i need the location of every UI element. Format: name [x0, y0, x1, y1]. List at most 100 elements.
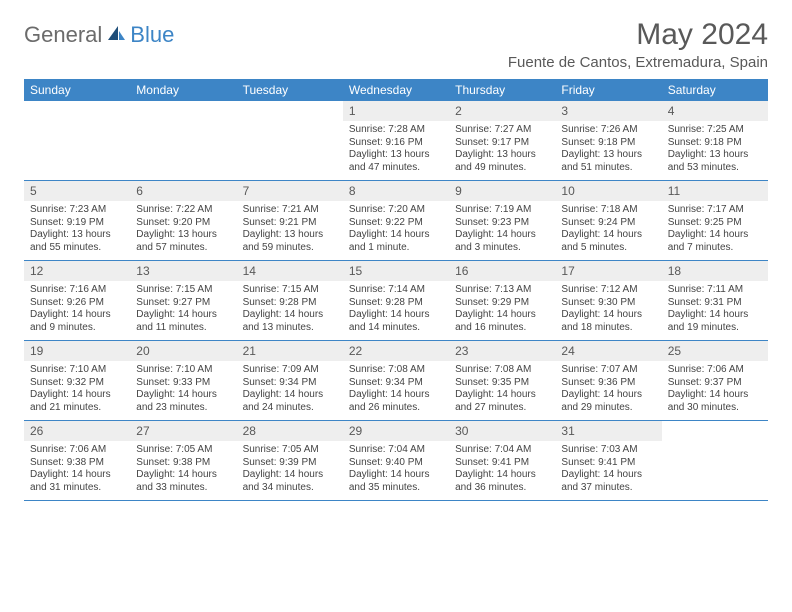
daylight-line1: Daylight: 14 hours: [668, 229, 762, 242]
calendar-row: 26Sunrise: 7:06 AMSunset: 9:38 PMDayligh…: [24, 421, 768, 501]
day-number: 16: [449, 261, 555, 281]
daylight-line2: and 27 minutes.: [455, 402, 549, 415]
day-text: Sunrise: 7:06 AMSunset: 9:37 PMDaylight:…: [662, 361, 768, 420]
calendar-cell: 28Sunrise: 7:05 AMSunset: 9:39 PMDayligh…: [237, 421, 343, 501]
day-number: 4: [662, 101, 768, 121]
day-number: 19: [24, 341, 130, 361]
sunrise-line: Sunrise: 7:22 AM: [136, 204, 230, 217]
calendar-cell: 4Sunrise: 7:25 AMSunset: 9:18 PMDaylight…: [662, 101, 768, 181]
daylight-line2: and 34 minutes.: [243, 482, 337, 495]
daylight-line2: and 33 minutes.: [136, 482, 230, 495]
day-number: 20: [130, 341, 236, 361]
sunrise-line: Sunrise: 7:03 AM: [561, 444, 655, 457]
calendar-cell: 21Sunrise: 7:09 AMSunset: 9:34 PMDayligh…: [237, 341, 343, 421]
sunset-line: Sunset: 9:38 PM: [136, 457, 230, 470]
sunset-line: Sunset: 9:34 PM: [349, 377, 443, 390]
daylight-line2: and 29 minutes.: [561, 402, 655, 415]
day-number: 30: [449, 421, 555, 441]
day-number: 10: [555, 181, 661, 201]
daylight-line1: Daylight: 14 hours: [349, 309, 443, 322]
day-text: Sunrise: 7:25 AMSunset: 9:18 PMDaylight:…: [662, 121, 768, 180]
day-number: 3: [555, 101, 661, 121]
calendar-cell: 30Sunrise: 7:04 AMSunset: 9:41 PMDayligh…: [449, 421, 555, 501]
sunset-line: Sunset: 9:41 PM: [561, 457, 655, 470]
daylight-line1: Daylight: 14 hours: [455, 229, 549, 242]
sunset-line: Sunset: 9:39 PM: [243, 457, 337, 470]
daylight-line1: Daylight: 14 hours: [136, 309, 230, 322]
calendar-row: 12Sunrise: 7:16 AMSunset: 9:26 PMDayligh…: [24, 261, 768, 341]
day-text: Sunrise: 7:09 AMSunset: 9:34 PMDaylight:…: [237, 361, 343, 420]
day-text: Sunrise: 7:15 AMSunset: 9:28 PMDaylight:…: [237, 281, 343, 340]
day-number: 8: [343, 181, 449, 201]
sunset-line: Sunset: 9:21 PM: [243, 217, 337, 230]
calendar-row: 19Sunrise: 7:10 AMSunset: 9:32 PMDayligh…: [24, 341, 768, 421]
day-text: Sunrise: 7:03 AMSunset: 9:41 PMDaylight:…: [555, 441, 661, 500]
calendar-cell: 7Sunrise: 7:21 AMSunset: 9:21 PMDaylight…: [237, 181, 343, 261]
calendar-cell: 1Sunrise: 7:28 AMSunset: 9:16 PMDaylight…: [343, 101, 449, 181]
calendar-cell: 19Sunrise: 7:10 AMSunset: 9:32 PMDayligh…: [24, 341, 130, 421]
sunset-line: Sunset: 9:34 PM: [243, 377, 337, 390]
day-number: 18: [662, 261, 768, 281]
daylight-line1: Daylight: 14 hours: [243, 309, 337, 322]
sunrise-line: Sunrise: 7:08 AM: [349, 364, 443, 377]
daylight-line1: Daylight: 13 hours: [136, 229, 230, 242]
sunset-line: Sunset: 9:31 PM: [668, 297, 762, 310]
sunrise-line: Sunrise: 7:18 AM: [561, 204, 655, 217]
sunset-line: Sunset: 9:22 PM: [349, 217, 443, 230]
calendar-cell: 23Sunrise: 7:08 AMSunset: 9:35 PMDayligh…: [449, 341, 555, 421]
sunrise-line: Sunrise: 7:06 AM: [668, 364, 762, 377]
day-number: 22: [343, 341, 449, 361]
day-number: 31: [555, 421, 661, 441]
daylight-line1: Daylight: 14 hours: [30, 309, 124, 322]
col-monday: Monday: [130, 79, 236, 101]
calendar-cell: 12Sunrise: 7:16 AMSunset: 9:26 PMDayligh…: [24, 261, 130, 341]
day-number: 11: [662, 181, 768, 201]
daylight-line1: Daylight: 14 hours: [561, 309, 655, 322]
calendar-cell: 13Sunrise: 7:15 AMSunset: 9:27 PMDayligh…: [130, 261, 236, 341]
sunset-line: Sunset: 9:36 PM: [561, 377, 655, 390]
sunrise-line: Sunrise: 7:26 AM: [561, 124, 655, 137]
daylight-line2: and 18 minutes.: [561, 322, 655, 335]
sunset-line: Sunset: 9:26 PM: [30, 297, 124, 310]
day-text: Sunrise: 7:07 AMSunset: 9:36 PMDaylight:…: [555, 361, 661, 420]
day-number: 7: [237, 181, 343, 201]
sunrise-line: Sunrise: 7:15 AM: [136, 284, 230, 297]
day-number: 23: [449, 341, 555, 361]
daylight-line2: and 1 minute.: [349, 242, 443, 255]
day-number: 12: [24, 261, 130, 281]
calendar-cell: 31Sunrise: 7:03 AMSunset: 9:41 PMDayligh…: [555, 421, 661, 501]
calendar-cell: 14Sunrise: 7:15 AMSunset: 9:28 PMDayligh…: [237, 261, 343, 341]
sunset-line: Sunset: 9:23 PM: [455, 217, 549, 230]
daylight-line2: and 57 minutes.: [136, 242, 230, 255]
day-text: Sunrise: 7:06 AMSunset: 9:38 PMDaylight:…: [24, 441, 130, 500]
calendar-cell: 16Sunrise: 7:13 AMSunset: 9:29 PMDayligh…: [449, 261, 555, 341]
day-text: Sunrise: 7:28 AMSunset: 9:16 PMDaylight:…: [343, 121, 449, 180]
daylight-line2: and 31 minutes.: [30, 482, 124, 495]
day-number: 9: [449, 181, 555, 201]
sunset-line: Sunset: 9:32 PM: [30, 377, 124, 390]
daylight-line2: and 5 minutes.: [561, 242, 655, 255]
day-text: Sunrise: 7:12 AMSunset: 9:30 PMDaylight:…: [555, 281, 661, 340]
sunset-line: Sunset: 9:16 PM: [349, 137, 443, 150]
sunset-line: Sunset: 9:27 PM: [136, 297, 230, 310]
calendar-cell: 24Sunrise: 7:07 AMSunset: 9:36 PMDayligh…: [555, 341, 661, 421]
calendar-cell: 3Sunrise: 7:26 AMSunset: 9:18 PMDaylight…: [555, 101, 661, 181]
calendar-row: 1Sunrise: 7:28 AMSunset: 9:16 PMDaylight…: [24, 101, 768, 181]
sunset-line: Sunset: 9:40 PM: [349, 457, 443, 470]
calendar-cell: 11Sunrise: 7:17 AMSunset: 9:25 PMDayligh…: [662, 181, 768, 261]
daylight-line1: Daylight: 14 hours: [561, 229, 655, 242]
calendar-body: 1Sunrise: 7:28 AMSunset: 9:16 PMDaylight…: [24, 101, 768, 501]
daylight-line2: and 23 minutes.: [136, 402, 230, 415]
title-block: May 2024 Fuente de Cantos, Extremadura, …: [508, 18, 768, 71]
day-text: Sunrise: 7:19 AMSunset: 9:23 PMDaylight:…: [449, 201, 555, 260]
sunrise-line: Sunrise: 7:11 AM: [668, 284, 762, 297]
calendar-cell: 29Sunrise: 7:04 AMSunset: 9:40 PMDayligh…: [343, 421, 449, 501]
col-sunday: Sunday: [24, 79, 130, 101]
day-text: Sunrise: 7:08 AMSunset: 9:35 PMDaylight:…: [449, 361, 555, 420]
calendar-table: Sunday Monday Tuesday Wednesday Thursday…: [24, 79, 768, 501]
daylight-line1: Daylight: 14 hours: [30, 469, 124, 482]
daylight-line1: Daylight: 14 hours: [668, 309, 762, 322]
sunset-line: Sunset: 9:24 PM: [561, 217, 655, 230]
day-text: Sunrise: 7:18 AMSunset: 9:24 PMDaylight:…: [555, 201, 661, 260]
page-header: General Blue May 2024 Fuente de Cantos, …: [24, 18, 768, 71]
